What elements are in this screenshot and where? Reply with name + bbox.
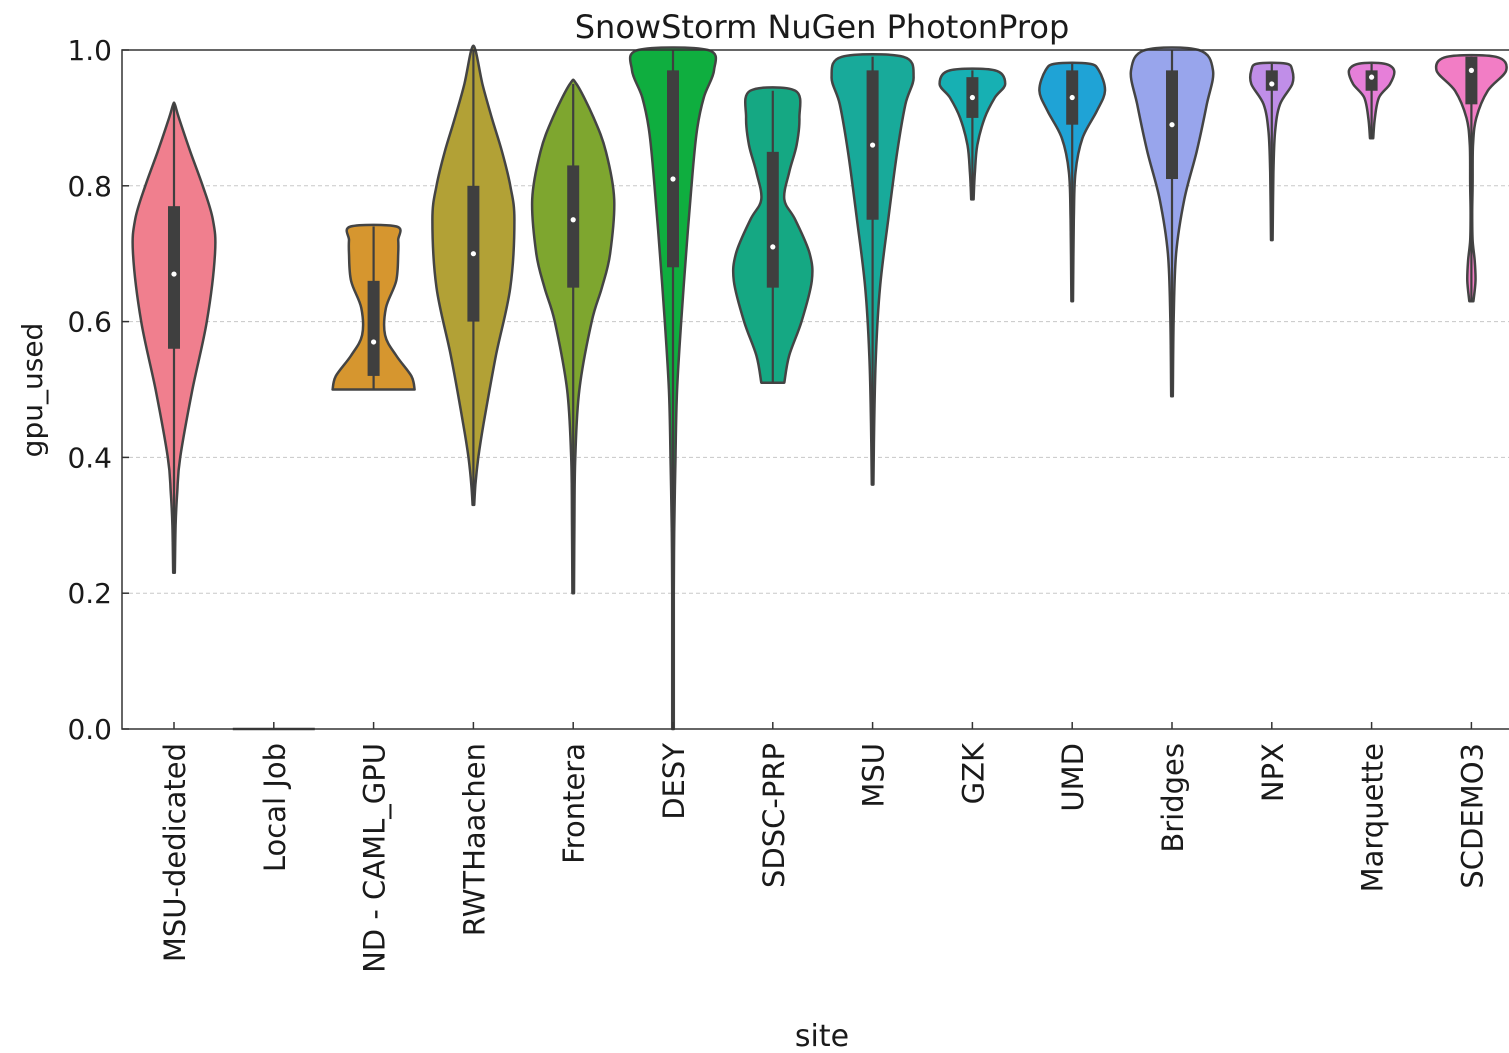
violin-median [171, 271, 177, 277]
y-tick-label: 0.4 [67, 441, 112, 474]
violin-iqr [567, 165, 580, 288]
violin-median [870, 142, 876, 148]
chart-title: SnowStorm NuGen PhotonProp [575, 8, 1070, 46]
x-tick-label: MSU [857, 743, 891, 808]
violins [131, 44, 1508, 731]
violin-iqr [367, 280, 380, 376]
violin-median [570, 217, 576, 223]
x-tick-label: GZK [956, 742, 990, 804]
violin-rwthaachen [431, 44, 516, 507]
violin-desy [628, 46, 718, 731]
violin-umd [1038, 61, 1107, 303]
violin-msu-dedicated [131, 101, 217, 575]
x-tick-label: ND - CAML_GPU [358, 743, 392, 973]
violin-npx [1248, 61, 1295, 242]
x-axis: MSU-dedicated Local Job ND - CAML_GPU RWTHa… [158, 722, 1489, 973]
violin-median [1468, 67, 1474, 73]
y-tick-label: 0.6 [67, 306, 112, 339]
violin-frontera [530, 78, 616, 595]
y-tick-label: 0.0 [67, 713, 112, 746]
violin-iqr [1365, 70, 1378, 91]
y-axis-label: gpu_used [16, 323, 49, 458]
violin-iqr [1465, 56, 1478, 105]
violin-msu [830, 53, 915, 486]
violin-iqr [667, 70, 679, 268]
x-tick-label: DESY [657, 743, 691, 820]
violin-median [1169, 122, 1175, 128]
violin-median [1069, 94, 1075, 101]
violin-marquette [1347, 61, 1396, 140]
violin-scdemo3 [1434, 53, 1508, 303]
x-tick-label: SCDEMO3 [1455, 743, 1489, 889]
violin-gzk [938, 67, 1007, 201]
y-tick-label: 1.0 [67, 34, 112, 67]
violin-iqr [1265, 70, 1278, 91]
violin-sdsc-prp [731, 86, 814, 384]
y-axis: 0.0 0.2 0.4 0.6 0.8 1.0 [67, 34, 129, 746]
violin-median [969, 94, 976, 101]
violin-iqr [766, 151, 779, 288]
violin-median [470, 251, 476, 257]
x-tick-label: NPX [1256, 743, 1290, 802]
x-tick-label: Bridges [1156, 743, 1190, 853]
violin-median [670, 176, 676, 182]
x-tick-label: SDSC-PRP [757, 743, 791, 888]
x-tick-label: MSU-dedicated [158, 743, 192, 962]
violin-median [770, 244, 776, 250]
x-tick-label: RWTHaachen [457, 743, 491, 936]
violin-median [1269, 81, 1275, 87]
y-tick-label: 0.8 [67, 170, 112, 203]
violin-median [1369, 74, 1375, 80]
violin-bridges [1129, 46, 1215, 398]
x-tick-label: UMD [1056, 743, 1090, 812]
x-tick-label: Frontera [557, 743, 591, 864]
grid-lines [122, 49, 1509, 730]
plot-frame [121, 49, 1509, 730]
x-axis-label: site [795, 1019, 849, 1053]
y-tick-label: 0.2 [67, 577, 112, 610]
x-tick-label: Marquette [1356, 743, 1390, 892]
violin-median [371, 339, 377, 345]
violin-iqr [168, 206, 180, 349]
x-tick-label: Local Job [258, 743, 292, 872]
violin-nd-caml-gpu [331, 223, 416, 391]
